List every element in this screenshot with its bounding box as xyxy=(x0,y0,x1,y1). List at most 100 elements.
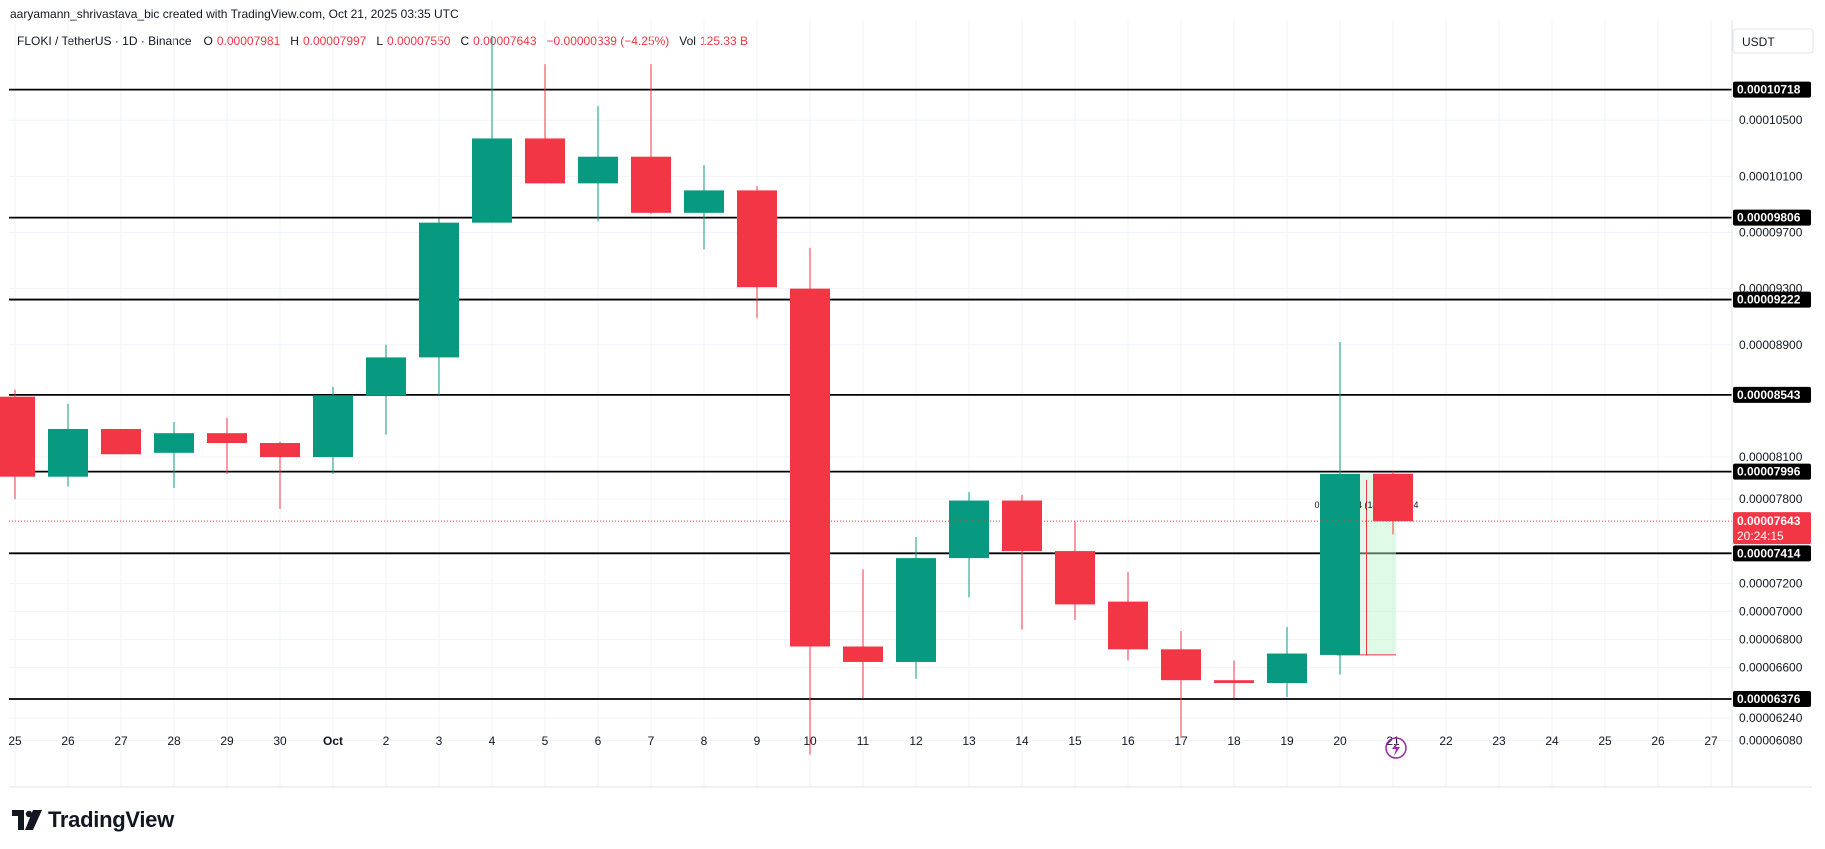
candle[interactable] xyxy=(1320,341,1360,675)
candle[interactable] xyxy=(1214,660,1254,699)
candle[interactable] xyxy=(1108,572,1148,661)
date-tick-label: 5 xyxy=(542,734,549,748)
candle[interactable] xyxy=(1161,631,1201,738)
candle[interactable] xyxy=(843,569,883,699)
candle[interactable] xyxy=(207,417,247,474)
price-tick-label: 0.00009300 xyxy=(1739,282,1803,296)
level-badge xyxy=(1733,545,1811,562)
level-badge-label: 0.00009222 xyxy=(1737,293,1801,307)
date-tick-label: 3 xyxy=(436,734,443,748)
lightning-icon[interactable] xyxy=(1385,737,1407,759)
level-badge-label: 0.00009806 xyxy=(1737,211,1801,225)
candle[interactable] xyxy=(472,36,512,223)
price-tick-label: 0.00006240 xyxy=(1739,711,1803,725)
tradingview-logo-icon xyxy=(12,810,42,830)
measure-label: 0.00000954 (14.26%) 954 xyxy=(1314,500,1418,510)
date-tick-label: 17 xyxy=(1174,734,1188,748)
date-tick-label: 8 xyxy=(701,734,708,748)
last-price-label: 0.00007643 xyxy=(1737,514,1801,528)
date-tick-label: 26 xyxy=(1651,734,1665,748)
candle-body xyxy=(684,190,724,213)
candle-body xyxy=(1373,473,1413,522)
level-badge-label: 0.00007996 xyxy=(1737,465,1801,479)
date-tick-label: 2 xyxy=(383,734,390,748)
date-tick-label: 20 xyxy=(1333,734,1347,748)
date-tick-label: 13 xyxy=(962,734,976,748)
candle[interactable] xyxy=(101,428,141,455)
level-badge xyxy=(1733,291,1811,308)
level-badge-label: 0.00010718 xyxy=(1737,83,1801,97)
candle[interactable] xyxy=(419,218,459,396)
candle[interactable] xyxy=(313,386,353,474)
currency-box[interactable]: USDT xyxy=(1732,28,1814,54)
candle-body xyxy=(896,558,936,662)
date-tick-label: 6 xyxy=(595,734,602,748)
candle[interactable] xyxy=(949,492,989,598)
candle-body xyxy=(1214,680,1254,684)
candle[interactable] xyxy=(260,441,300,509)
price-tick-label: 0.00007800 xyxy=(1739,492,1803,506)
candle[interactable] xyxy=(578,106,618,222)
symbol-label[interactable]: FLOKI / TetherUS · 1D · Binance xyxy=(17,34,192,48)
candle[interactable] xyxy=(1002,494,1042,630)
candle[interactable] xyxy=(0,389,35,500)
candles[interactable] xyxy=(0,36,1413,755)
candle-body xyxy=(154,433,194,453)
price-tick-label: 0.00010500 xyxy=(1739,113,1803,127)
price-tick-label: 0.00006080 xyxy=(1739,734,1803,748)
candle[interactable] xyxy=(790,247,830,755)
date-tick-label: 28 xyxy=(167,734,181,748)
price-axis[interactable]: 0.00010500 0.00010100 0.00009700 0.00009300… xyxy=(1733,113,1811,748)
candle[interactable] xyxy=(737,186,777,319)
date-tick-label: Oct xyxy=(323,734,343,748)
candle[interactable] xyxy=(154,421,194,488)
level-badge xyxy=(1733,386,1811,403)
date-tick-label: 25 xyxy=(1598,734,1612,748)
candle-body xyxy=(843,646,883,662)
candle-body xyxy=(1108,601,1148,650)
candle-body xyxy=(737,190,777,288)
candle-body xyxy=(0,396,35,477)
date-tick-label: 27 xyxy=(114,734,128,748)
candle-body xyxy=(366,357,406,396)
candle[interactable] xyxy=(1267,626,1307,698)
date-tick-label: 23 xyxy=(1492,734,1506,748)
high-label: H xyxy=(290,34,299,48)
candle-body xyxy=(525,138,565,184)
candle[interactable] xyxy=(631,64,671,215)
date-tick-label: 4 xyxy=(489,734,496,748)
open-label: O xyxy=(203,34,213,48)
tradingview-logo[interactable]: TradingView xyxy=(12,807,174,833)
candle-body xyxy=(313,395,353,458)
horizontal-levels[interactable]: 0.00010718 0.00009806 0.00009222 0.00008543… xyxy=(9,81,1811,708)
candle[interactable] xyxy=(48,403,88,487)
candle[interactable] xyxy=(1055,521,1095,620)
candle[interactable] xyxy=(1373,471,1413,535)
candle-body xyxy=(207,433,247,444)
candle-body xyxy=(631,156,671,213)
date-tick-label: 25 xyxy=(8,734,22,748)
date-tick-label: 22 xyxy=(1439,734,1453,748)
date-tick-label: 12 xyxy=(909,734,923,748)
candle-body xyxy=(1161,649,1201,681)
date-tick-label: 15 xyxy=(1068,734,1082,748)
level-badge xyxy=(1733,463,1811,480)
candle[interactable] xyxy=(366,344,406,435)
high-value: 0.00007997 xyxy=(302,34,367,48)
ohlc-legend: FLOKI / TetherUS · 1D · Binance O 0.00007… xyxy=(17,34,754,48)
candle-body xyxy=(1002,500,1042,552)
candle-body xyxy=(1320,473,1360,655)
currency-label: USDT xyxy=(1742,35,1775,49)
chart-caption: aaryamann_shrivastava_bic created with T… xyxy=(10,7,459,21)
candle-body xyxy=(48,428,88,477)
date-tick-label: 10 xyxy=(803,734,817,748)
time-axis[interactable]: 25 26 27 28 29 30 Oct 2 3 4 5 6 7 8 9 10 11 12 13 14 15 16 17 1… xyxy=(8,734,1718,748)
candle[interactable] xyxy=(684,165,724,250)
date-tick-label: 14 xyxy=(1015,734,1029,748)
candle[interactable] xyxy=(896,537,936,679)
candle[interactable] xyxy=(525,64,565,184)
price-tick-label: 0.00007200 xyxy=(1739,576,1803,590)
level-badge-label: 0.00007414 xyxy=(1737,546,1801,560)
date-tick-label: 7 xyxy=(648,734,655,748)
